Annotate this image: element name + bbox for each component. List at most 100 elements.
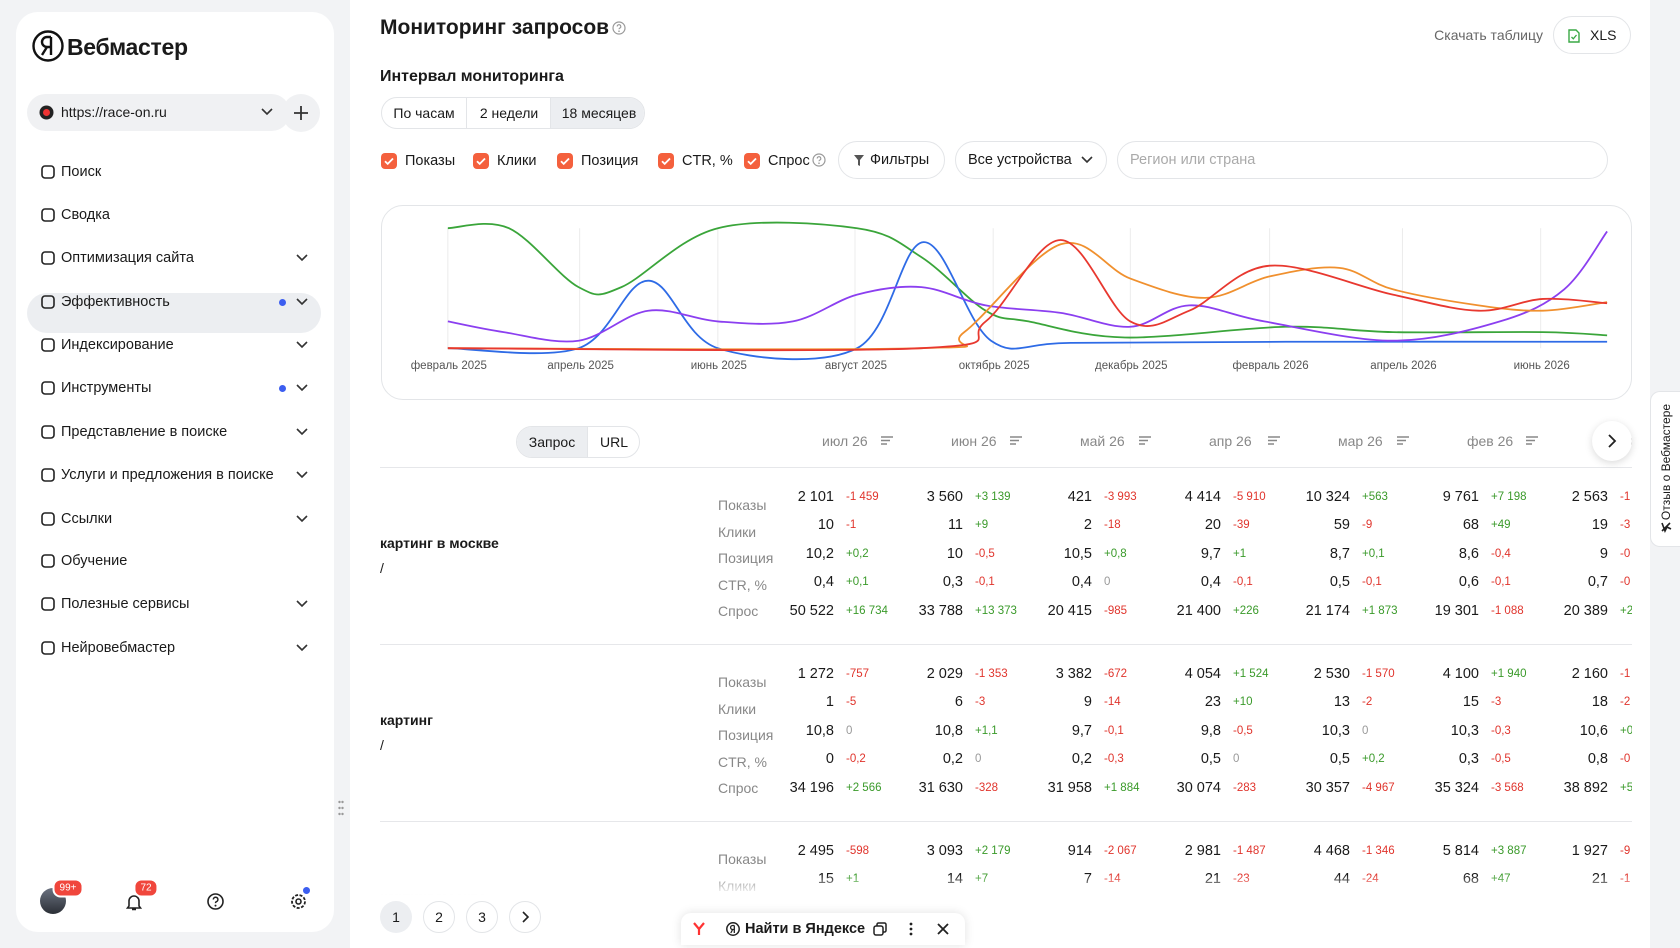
cell-value: 33 788 [918,602,963,619]
cell-delta: -0,1 [1362,576,1382,589]
chart-x-label: апрель 2025 [547,360,614,373]
menu-item[interactable]: Поиск [27,155,321,189]
table-tab[interactable]: URL [587,427,639,457]
page-button[interactable]: 1 [380,901,412,933]
avatar-badge: 99+ [52,878,84,898]
menu-item[interactable]: Полезные сервисы [27,587,321,621]
menu-item[interactable]: Сводка [27,198,321,232]
cell-delta: -2 [1620,696,1631,709]
cell-delta: +49 [1491,519,1511,532]
cell-delta: -0,1 [1491,576,1511,589]
cell-value: 19 [1591,517,1608,534]
menu-item[interactable]: Услуги и предложения в поиске [27,458,321,492]
table-tab-label: Запрос [528,434,576,450]
interval-option-label: 18 месяцев [561,105,637,121]
chevron [261,108,273,116]
column-header[interactable]: фев 26 [1439,426,1539,456]
interval-option-label: 2 недели [479,105,539,121]
checkbox[interactable]: CTR, % [658,150,778,172]
cell-value: 21 400 [1176,602,1221,619]
columns-next[interactable] [1592,421,1632,461]
logo-text: Вебмастер [67,34,188,60]
chart-line [447,241,1608,361]
xls-button[interactable]: XLS [1553,16,1631,54]
menu-item[interactable]: Нейровебмастер [27,631,321,665]
table-tab[interactable]: Запрос [517,427,587,457]
cell-value: 13 [1333,694,1350,711]
download-link[interactable]: Скачать таблицу [1434,27,1543,43]
metric-label: Позиция [718,550,774,567]
checkbox[interactable]: Спрос [744,150,864,172]
filter-icon [854,155,864,166]
cell-value: 1 [825,694,834,711]
feedback-tab[interactable]: Отзыв о Вебмастере [1650,391,1680,547]
cell-delta: +2 179 [975,845,1011,857]
cell-delta: -3 [1491,696,1502,709]
cell-delta: -3 [975,696,986,709]
xls-label: XLS [1590,27,1617,43]
menu-item[interactable]: Оптимизация сайта [27,241,321,275]
interval-option[interactable]: 2 недели [466,98,551,128]
cell-value: 3 382 [1055,666,1092,682]
add-site-button[interactable] [282,94,320,132]
column-header[interactable]: апр 26 [1181,426,1281,456]
cell-value: 0 [825,751,834,768]
cell-value: 34 196 [789,779,834,796]
page-number: 3 [478,909,486,925]
cell-delta: 0 [975,753,982,766]
metric-label: Показы [718,497,767,513]
checkbox[interactable]: Клики [473,150,593,172]
table-fade [380,875,1632,895]
interval-option[interactable]: По часам [382,98,466,128]
cell-delta: +2 [1620,604,1632,617]
cell-value: 6 [954,694,963,711]
menu-item[interactable]: Обучение [27,544,321,578]
page-next[interactable] [509,901,541,933]
page-button[interactable]: 3 [466,901,498,933]
cell-delta: -1 459 [846,491,879,503]
menu-item[interactable]: Инструменты [27,371,321,405]
menu-label: Эффективность [61,294,170,310]
column-header[interactable]: мар 26 [1310,426,1410,456]
cell-value: 3 560 [926,489,963,505]
cell-value: 0,7 [1587,574,1608,591]
menu-item[interactable]: Эффективность [27,285,321,319]
cell-delta: +0,8 [1104,547,1127,560]
chart-x-label: июнь 2025 [690,360,747,373]
menu-item[interactable]: Индексирование [27,328,321,362]
xls-icon [1568,29,1580,43]
region-input[interactable]: Регион или страна [1117,141,1608,179]
settings-dot [303,887,310,894]
menu-item[interactable]: Ссылки [27,502,321,536]
menu-label: Ссылки [61,511,113,527]
page-button[interactable]: 2 [423,901,455,933]
cell-value: 4 054 [1184,666,1221,682]
chart-x-label: февраль 2026 [1232,360,1309,373]
column-header[interactable]: май 26 [1052,426,1152,456]
filters-button[interactable]: Фильтры [838,141,945,179]
chevron [296,600,308,608]
devices-select[interactable]: Все устройства [955,141,1107,179]
cell-value: 59 [1333,517,1350,534]
cell-value: 11 [947,517,963,534]
cell-value: 50 522 [789,602,834,619]
menu-label: Нейровебмастер [61,640,176,656]
checkbox-label: Клики [497,153,537,169]
cell-value: 23 [1204,694,1221,711]
cell-delta: 0 [1104,576,1111,589]
search-label[interactable]: Найти в Яндексе [745,921,866,937]
column-header[interactable]: июн 26 [923,426,1023,456]
cell-delta: 0 [846,724,853,737]
metric-label: Спрос [718,780,759,797]
checkbox[interactable]: Позиция [557,150,677,172]
menu-icon [41,512,55,526]
menu-item[interactable]: Представление в поиске [27,415,321,449]
cell-delta: -0,3 [1491,724,1511,737]
checkbox[interactable]: Показы [381,150,501,172]
interval-option[interactable]: 18 месяцев [550,98,644,128]
menu-dot [279,385,286,392]
column-header-label: июн 26 [951,433,997,449]
chevron [296,515,308,523]
site-selector[interactable]: https://race-on.ru [27,94,290,131]
column-header[interactable]: июл 26 [794,426,894,456]
